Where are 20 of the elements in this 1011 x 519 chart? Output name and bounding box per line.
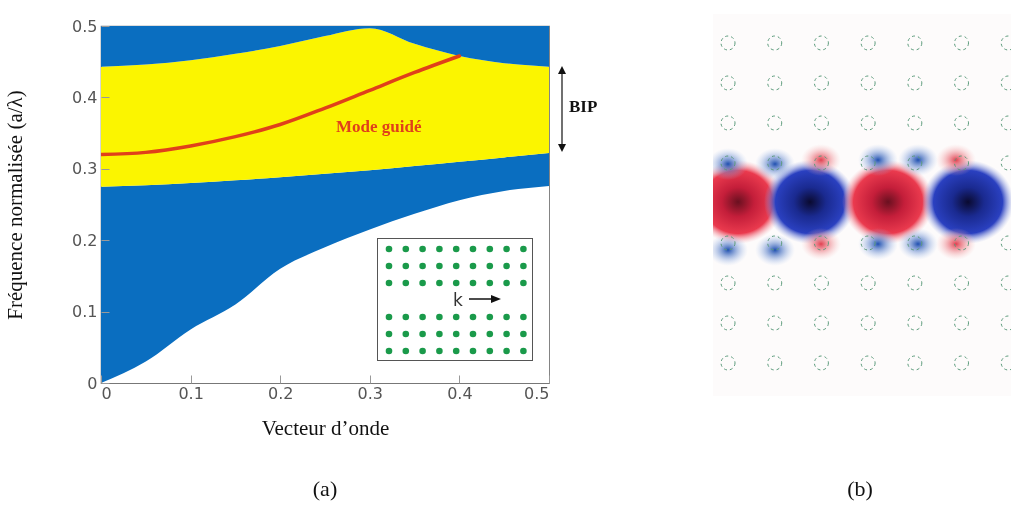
annotation: k [453,290,463,310]
x-tick-label: 0.5 [524,383,550,403]
text: (b) [847,476,873,502]
text: BIP [569,97,598,117]
y-tick-label: 0.3 [72,159,98,179]
x-tick-label: 0.2 [267,383,294,403]
x-axis-title: Vecteur d’onde [261,415,390,440]
text: (a) [312,476,338,502]
y-tick-label: 0.5 [72,16,98,36]
x-tick-label: 0.3 [357,383,384,403]
y-tick-label: 0.1 [72,302,98,322]
y-axis-title: Fréquence normalisée (a/λ) [2,90,27,320]
y-tick-label: 0.2 [72,230,98,250]
photonic-crystal-icon: k [377,238,534,363]
line-series [101,54,462,157]
annotation: Mode guidé [336,117,422,137]
x-tick-label: 0 [101,383,112,403]
y-tick-label: 0.4 [72,87,98,107]
x-tick-label: 0.4 [447,383,473,403]
x-tick-label: 0.1 [178,383,204,403]
